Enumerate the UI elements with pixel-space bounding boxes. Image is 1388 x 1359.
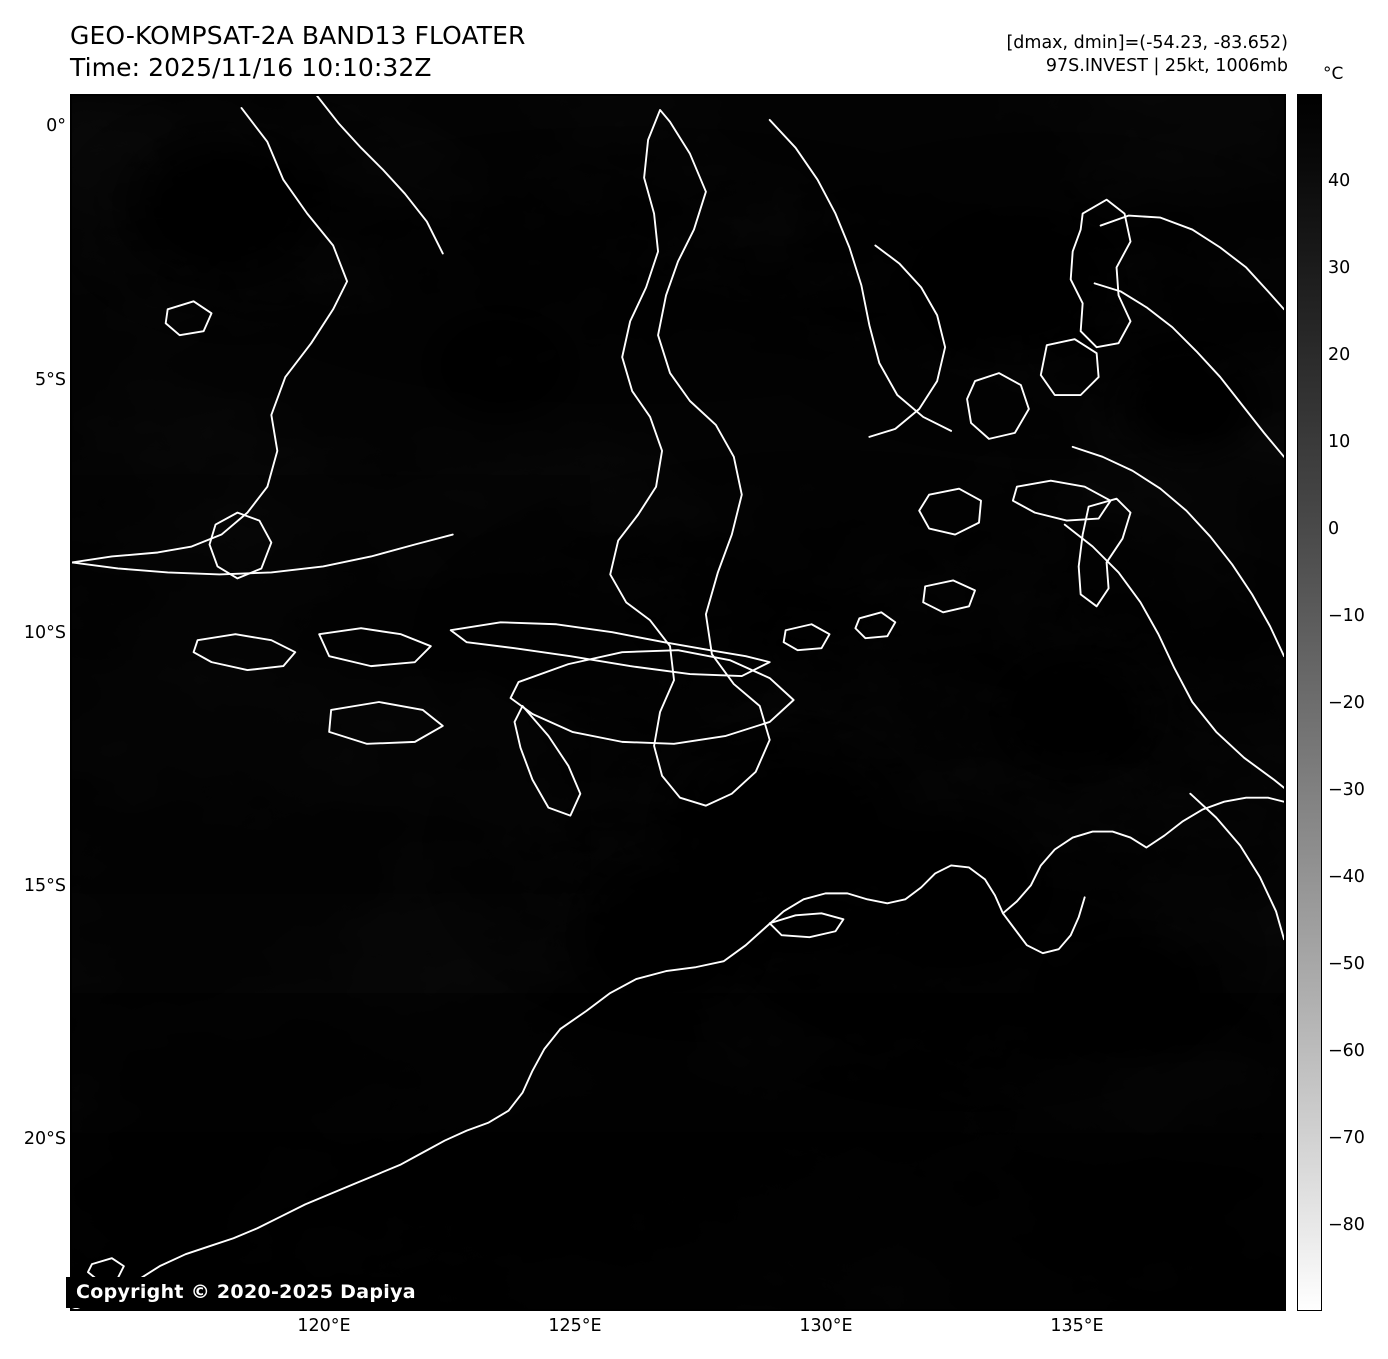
- y-axis-tick-0: 0°: [46, 116, 66, 136]
- y-axis-tick-2: 10°S: [23, 623, 66, 643]
- colorbar-tick-11: −70: [1328, 1128, 1365, 1148]
- colorbar-tick-7: −30: [1328, 780, 1365, 800]
- colorbar-tick-10: −60: [1328, 1041, 1365, 1061]
- y-axis-tick-1: 5°S: [35, 370, 66, 390]
- page-title: GEO-KOMPSAT-2A BAND13 FLOATER: [70, 21, 526, 50]
- copyright-banner: Copyright © 2020-2025 Dapiya: [66, 1277, 426, 1308]
- temperature-colorbar: [1297, 94, 1322, 1311]
- colorbar-tick-5: −10: [1328, 606, 1365, 626]
- x-axis-tick-2: 130°E: [799, 1316, 853, 1336]
- y-axis-tick-4: 20°S: [23, 1129, 66, 1149]
- y-axis-tick-3: 15°S: [23, 876, 66, 896]
- colorbar-tick-8: −40: [1328, 867, 1365, 887]
- colorbar-tick-3: 10: [1328, 432, 1351, 452]
- colorbar-tick-12: −80: [1328, 1215, 1365, 1235]
- colorbar-tick-2: 20: [1328, 345, 1351, 365]
- colorbar-tick-6: −20: [1328, 693, 1365, 713]
- colorbar-tick-0: 40: [1328, 171, 1351, 191]
- coastline-overlay: [72, 96, 1284, 1309]
- colorbar-unit-label: °C: [1323, 64, 1344, 84]
- colorbar-tick-1: 30: [1328, 258, 1351, 278]
- x-axis-tick-1: 125°E: [548, 1316, 602, 1336]
- colorbar-tick-9: −50: [1328, 954, 1365, 974]
- infrared-cloud-raster: [72, 96, 1284, 1309]
- figure-title-block: GEO-KOMPSAT-2A BAND13 FLOATER Time: 2025…: [70, 20, 525, 84]
- dmax-dmin-label: [dmax, dmin]=(-54.23, -83.652): [1006, 33, 1288, 53]
- colorbar-tick-4: 0: [1328, 519, 1340, 539]
- x-axis-tick-0: 120°E: [297, 1316, 351, 1336]
- timestamp-label: Time: 2025/11/16 10:10:32Z: [70, 53, 432, 82]
- satellite-image-plot: [70, 94, 1286, 1311]
- figure-meta-block: [dmax, dmin]=(-54.23, -83.652) 97S.INVES…: [1006, 32, 1288, 78]
- storm-info-label: 97S.INVEST | 25kt, 1006mb: [1045, 55, 1288, 76]
- x-axis-tick-3: 135°E: [1050, 1316, 1104, 1336]
